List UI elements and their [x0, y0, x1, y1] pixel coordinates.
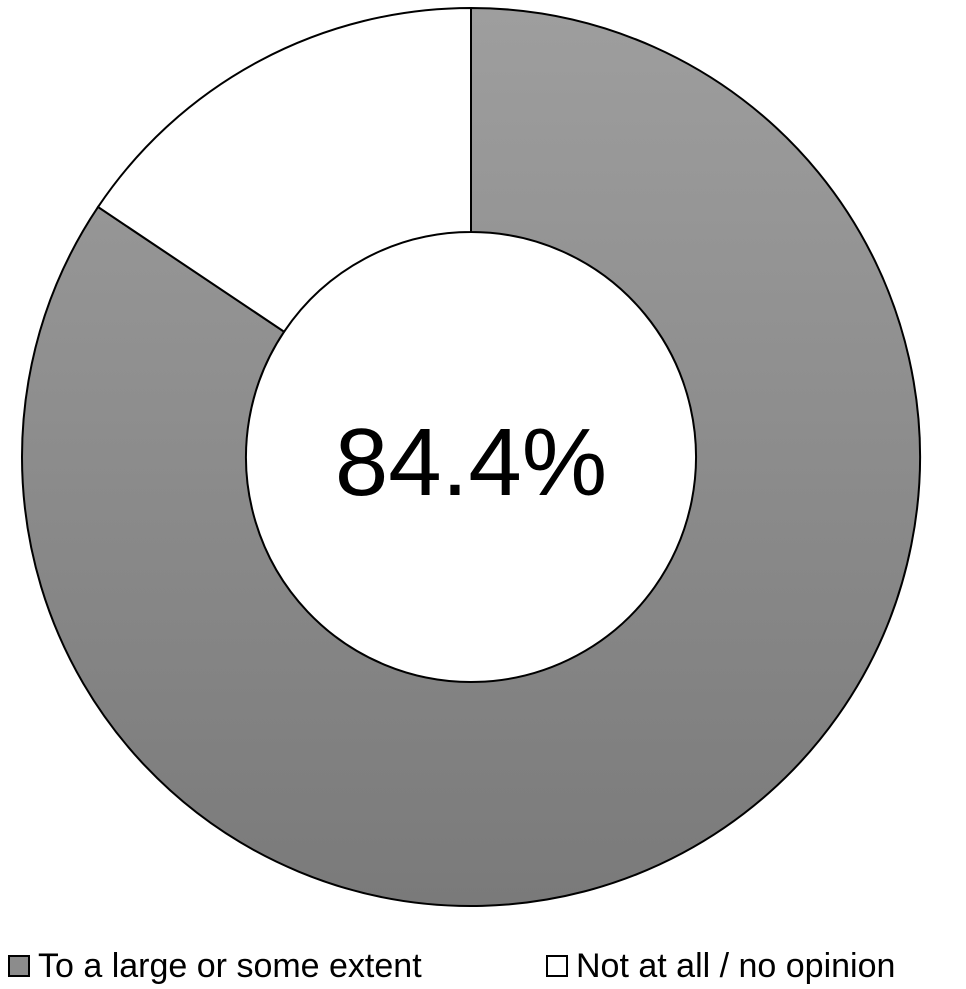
legend-label: Not at all / no opinion — [576, 947, 896, 985]
legend-swatch-white — [546, 955, 568, 977]
legend-label: To a large or some extent — [38, 947, 422, 985]
legend-swatch-gray — [8, 955, 30, 977]
legend-item-large-extent: To a large or some extent — [8, 944, 422, 988]
legend: To a large or some extent Not at all / n… — [0, 944, 966, 988]
donut-chart: 84.4% — [21, 6, 921, 907]
center-value-label: 84.4% — [335, 409, 607, 516]
donut-slice-0 — [21, 6, 921, 907]
donut-slice-1 — [96, 6, 472, 334]
donut-slices — [21, 6, 921, 907]
legend-item-not-at-all: Not at all / no opinion — [546, 944, 895, 988]
